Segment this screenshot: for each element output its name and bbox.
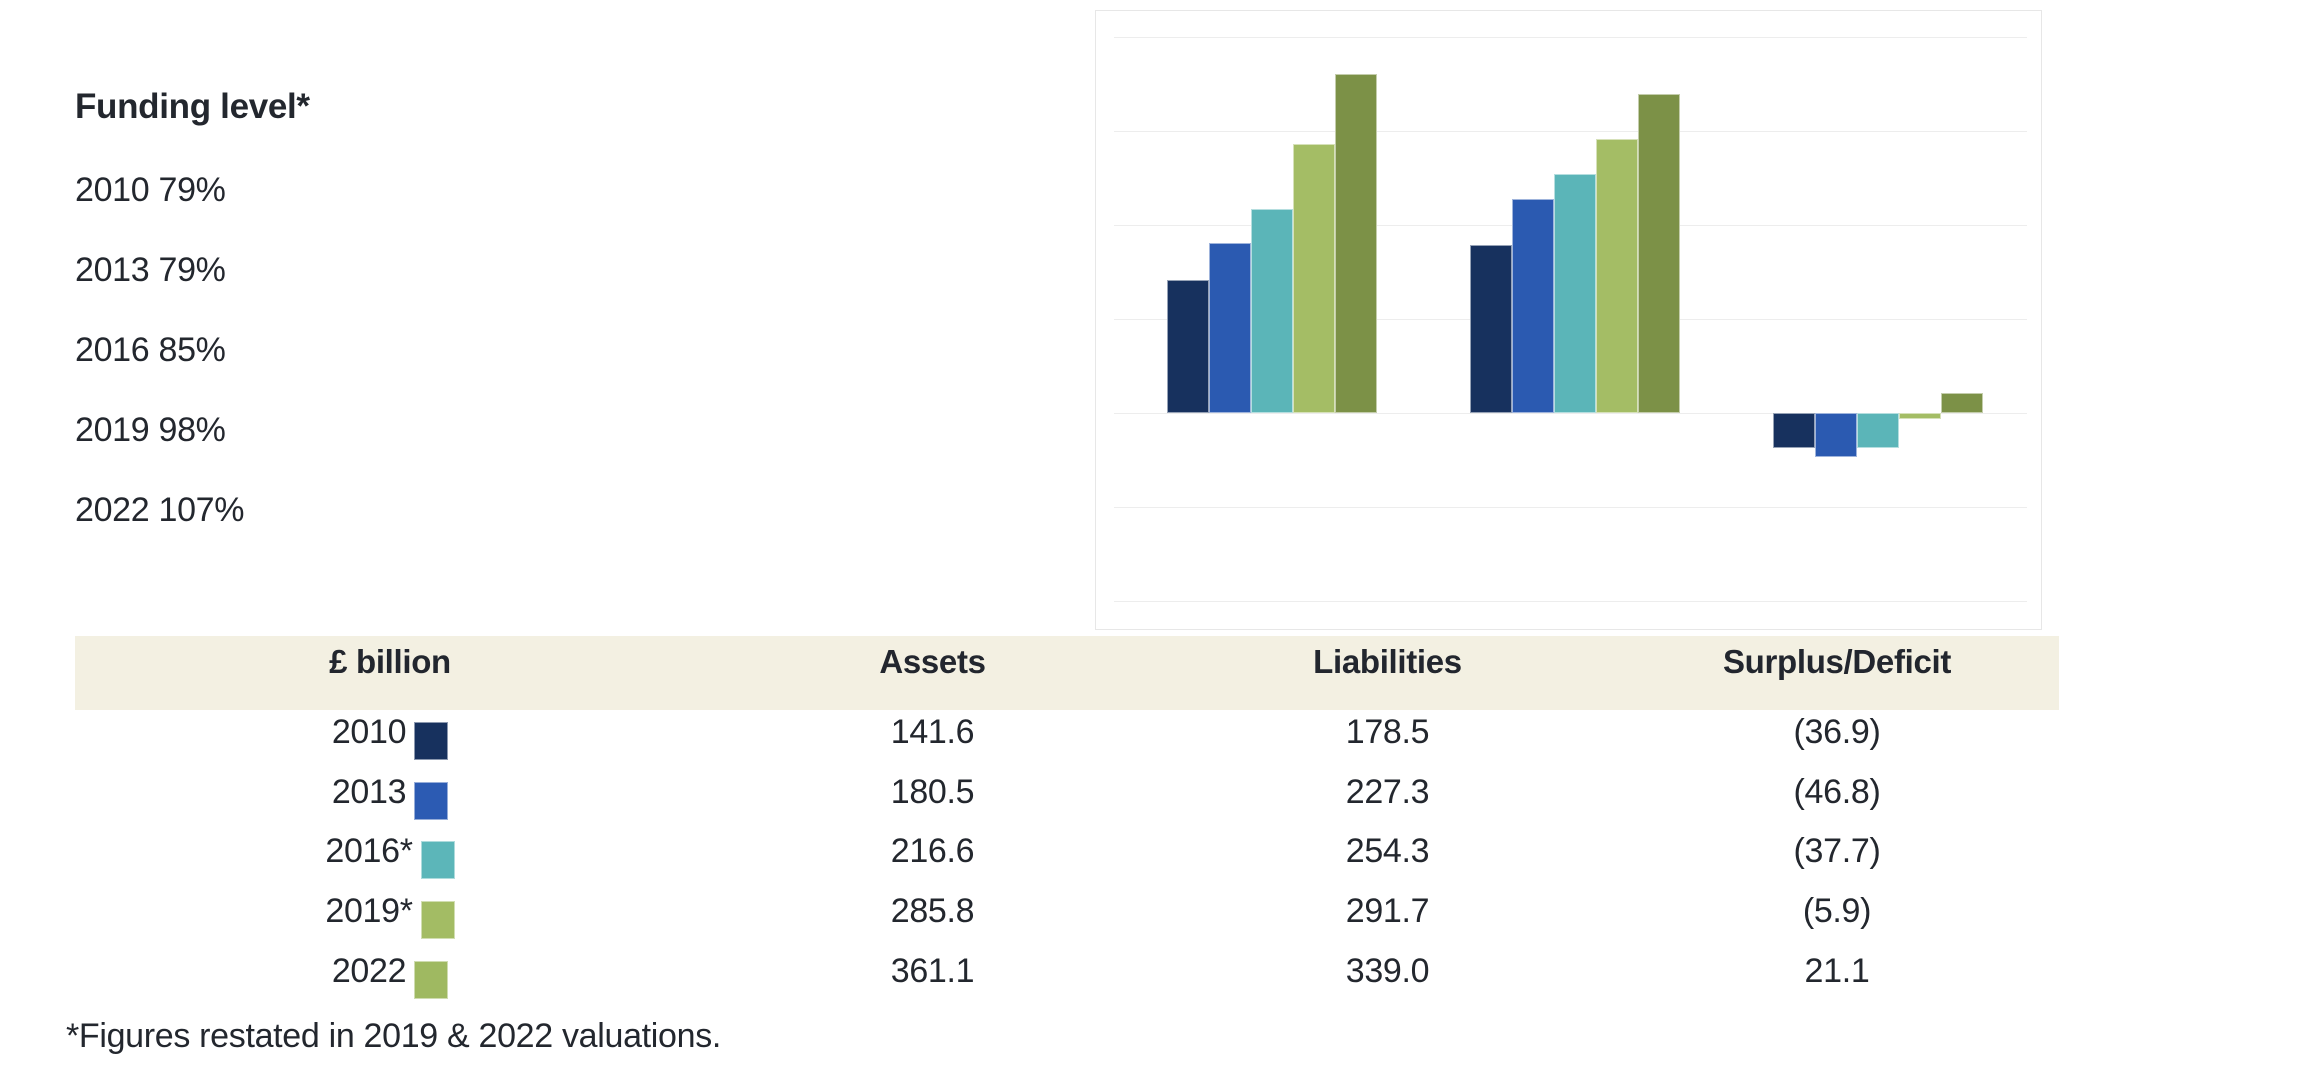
bar-2016-assets — [1251, 209, 1293, 413]
table-header-cell: £ billion — [329, 643, 451, 680]
funding-level-item: 2019 98% — [75, 411, 226, 449]
year-label: 2019* — [325, 892, 413, 931]
bar-2010-liabilities — [1470, 245, 1512, 413]
table-header-cell: Assets — [879, 643, 986, 680]
bar-2016-surplus-deficit — [1857, 413, 1899, 448]
bar-2013-surplus-deficit — [1815, 413, 1857, 457]
liabilities-value-cell: 339.0 — [1345, 951, 1430, 990]
year-label-and-swatch: 2013 — [331, 770, 449, 820]
year-cell: 2022 — [75, 949, 705, 999]
grid-line — [1114, 37, 2027, 38]
liabilities-value-cell: 291.7 — [1345, 892, 1430, 931]
funding-bar-chart — [1095, 10, 2042, 630]
surplus-deficit-value-cell: (36.9) — [1793, 713, 1881, 751]
year-cell: 2016* — [75, 829, 705, 880]
bar-2013-liabilities — [1512, 199, 1554, 413]
year-cell: 2010 — [75, 710, 705, 760]
grid-line — [1114, 131, 2027, 132]
table-row: 2010 141.6 178.5 (36.9) — [75, 703, 2059, 761]
color-swatch — [414, 960, 449, 999]
bar-2022-liabilities — [1638, 94, 1680, 413]
table-header-cell: Liabilities — [1313, 643, 1462, 680]
assets-value-cell: 285.8 — [890, 892, 975, 931]
year-label: 2013 — [331, 772, 407, 811]
assets-value-cell: 180.5 — [890, 772, 975, 811]
year-label: 2010 — [331, 713, 407, 751]
year-label-and-swatch: 2010 — [331, 710, 449, 760]
color-swatch — [414, 722, 449, 760]
bar-2022-assets — [1335, 74, 1377, 413]
bar-2019-assets — [1293, 144, 1335, 413]
color-swatch — [414, 781, 449, 820]
bar-2019-liabilities — [1596, 139, 1638, 413]
funding-level-item: 2022 107% — [75, 491, 245, 529]
liabilities-value-cell: 227.3 — [1345, 772, 1430, 811]
table-row: 2016* 216.6 254.3 (37.7) — [75, 822, 2059, 880]
funding-level-item: 2016 85% — [75, 331, 226, 369]
liabilities-value-cell: 254.3 — [1345, 832, 1430, 871]
year-label-and-swatch: 2016* — [325, 829, 455, 880]
table-row: 2013 180.5 227.3 (46.8) — [75, 763, 2059, 821]
color-swatch — [420, 901, 455, 940]
funding-level-title: Funding level* — [75, 87, 310, 126]
year-cell: 2019* — [75, 889, 705, 940]
year-cell: 2013 — [75, 770, 705, 820]
table-row: 2022 361.1 339.0 21.1 — [75, 942, 2059, 1000]
table-header-row: £ billion Assets Liabilities Surplus/Defici… — [75, 636, 2059, 710]
grid-line — [1114, 601, 2027, 602]
year-label-and-swatch: 2022 — [331, 949, 449, 999]
table-footnote: *Figures restated in 2019 & 2022 valuati… — [66, 1017, 722, 1055]
bar-2022-surplus-deficit — [1941, 393, 1983, 413]
assets-value-cell: 216.6 — [890, 832, 975, 871]
table-row: 2019* 285.8 291.7 (5.9) — [75, 882, 2059, 940]
surplus-deficit-value-cell: (46.8) — [1793, 772, 1881, 811]
funding-level-item: 2010 79% — [75, 171, 226, 209]
liabilities-value-cell: 178.5 — [1345, 713, 1430, 751]
table-header-cell: Surplus/Deficit — [1722, 643, 1952, 680]
grid-line — [1114, 413, 2027, 414]
grid-line — [1114, 507, 2027, 508]
funding-level-item: 2013 79% — [75, 251, 226, 289]
assets-value-cell: 361.1 — [890, 951, 975, 990]
color-swatch — [420, 841, 455, 880]
surplus-deficit-value-cell: (5.9) — [1802, 892, 1872, 931]
bar-2010-surplus-deficit — [1773, 413, 1815, 448]
bar-2019-surplus-deficit — [1899, 413, 1941, 419]
year-label-and-swatch: 2019* — [325, 889, 455, 940]
surplus-deficit-value-cell: 21.1 — [1804, 951, 1870, 990]
bar-2010-assets — [1167, 280, 1209, 413]
bar-2016-liabilities — [1554, 174, 1596, 413]
assets-value-cell: 141.6 — [890, 713, 975, 751]
year-label: 2016* — [325, 832, 413, 871]
surplus-deficit-value-cell: (37.7) — [1793, 832, 1881, 871]
year-label: 2022 — [331, 951, 407, 990]
bar-2013-assets — [1209, 243, 1251, 413]
